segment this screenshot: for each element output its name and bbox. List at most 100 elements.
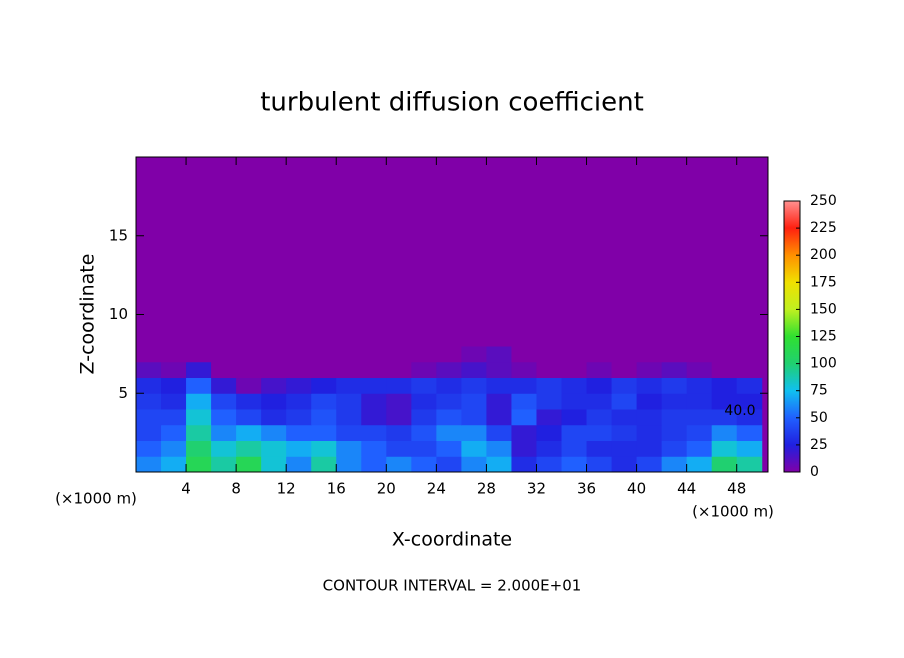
- heatmap-cell: [636, 409, 663, 426]
- heatmap-cell: [586, 361, 613, 378]
- heatmap-cell: [636, 346, 663, 363]
- heatmap-cell: [486, 409, 512, 426]
- y-tick-label: 15: [109, 226, 128, 244]
- heatmap-cell: [311, 377, 337, 394]
- heatmap-cell: [361, 377, 387, 394]
- colorbar-tick-label: 25: [810, 437, 828, 453]
- heatmap-cell: [186, 157, 212, 347]
- heatmap-cell: [461, 346, 487, 363]
- heatmap-cell: [186, 377, 212, 394]
- heatmap-cell: [636, 157, 663, 347]
- heatmap-cell: [361, 409, 387, 426]
- heatmap-cell: [261, 157, 287, 347]
- heatmap-cell: [586, 346, 613, 363]
- heatmap-cell: [436, 346, 462, 363]
- heatmap-cell: [436, 377, 462, 394]
- heatmap-cell: [411, 361, 437, 378]
- heatmap-cell: [661, 409, 688, 426]
- heatmap-cell: [136, 377, 162, 394]
- heatmap-cell: [336, 157, 362, 347]
- heatmap-cell: [486, 346, 512, 363]
- heatmap-cell: [336, 424, 362, 441]
- heatmap-cell: [261, 346, 287, 363]
- heatmap-cell: [186, 409, 212, 426]
- heatmap-cell: [511, 377, 537, 394]
- heatmap-cell: [311, 424, 337, 441]
- x-tick-label: 36: [577, 480, 596, 498]
- heatmap-cell: [711, 456, 738, 473]
- heatmap-cell: [711, 393, 738, 410]
- heatmap-cell: [461, 440, 487, 457]
- heatmap-cell: [536, 346, 563, 363]
- heatmap-cell: [311, 393, 337, 410]
- heatmap-cell: [436, 361, 462, 378]
- heatmap-cell: [586, 456, 613, 473]
- heatmap-cell: [211, 377, 237, 394]
- heatmap-cell: [261, 409, 287, 426]
- heatmap-cell: [386, 424, 412, 441]
- heatmap-cell: [261, 456, 287, 473]
- heatmap-cell: [161, 456, 187, 473]
- heatmap-cell: [561, 377, 588, 394]
- x-tick-label: 24: [427, 480, 446, 498]
- heatmap-cell: [286, 456, 312, 473]
- heatmap-cell: [161, 409, 187, 426]
- heatmap-cell: [511, 456, 537, 473]
- y-tick-label: 10: [109, 305, 128, 323]
- heatmap-cell: [336, 456, 362, 473]
- heatmap-cell: [711, 424, 738, 441]
- heatmap-cell: [736, 361, 763, 378]
- heatmap-cell: [561, 393, 588, 410]
- heatmap-cell: [361, 361, 387, 378]
- colorbar-tick-label: 125: [810, 329, 837, 345]
- heatmap-cell: [686, 377, 713, 394]
- heatmap-cell: [411, 409, 437, 426]
- heatmap-cell: [661, 346, 688, 363]
- heatmap-cell: [461, 393, 487, 410]
- heatmap-cell: [286, 440, 312, 457]
- heatmap-cell: [261, 361, 287, 378]
- heatmap-cell: [236, 440, 262, 457]
- heatmap-cell: [611, 361, 638, 378]
- heatmap-cell: [586, 393, 613, 410]
- heatmap-cell: [161, 157, 187, 347]
- heatmap-cell: [411, 424, 437, 441]
- footnote: CONTOUR INTERVAL = 2.000E+01: [323, 577, 582, 595]
- heatmap-cell: [511, 424, 537, 441]
- heatmap-cell: [411, 157, 437, 347]
- heatmap-cell: [186, 440, 212, 457]
- heatmap-cell: [711, 157, 738, 347]
- heatmap-cell: [736, 456, 763, 473]
- heatmap-cell: [411, 440, 437, 457]
- heatmap-cell: [236, 409, 262, 426]
- heatmap-cell: [711, 409, 738, 426]
- heatmap-cell: [511, 440, 537, 457]
- heatmap-cell: [561, 409, 588, 426]
- heatmap-cell: [486, 424, 512, 441]
- heatmap-cell: [436, 440, 462, 457]
- heatmap-cell: [511, 393, 537, 410]
- heatmap-cell: [636, 377, 663, 394]
- heatmap-cell: [536, 456, 563, 473]
- heatmap-cell: [436, 157, 462, 347]
- heatmap-cell: [736, 424, 763, 441]
- heatmap-cell: [536, 440, 563, 457]
- heatmap-cell: [686, 440, 713, 457]
- heatmap-cell: [561, 157, 588, 347]
- heatmap-cell: [486, 157, 512, 347]
- heatmap-cell: [611, 346, 638, 363]
- annotation: 40.0: [724, 403, 755, 419]
- heatmap-cell: [736, 377, 763, 394]
- heatmap-cell: [636, 456, 663, 473]
- heatmap-cell: [211, 157, 237, 347]
- heatmap-cell: [386, 377, 412, 394]
- heatmap-cell: [211, 456, 237, 473]
- x-tick-label: 28: [477, 480, 496, 498]
- heatmap-cell: [136, 346, 162, 363]
- heatmap-cell: [486, 456, 512, 473]
- heatmap-cell: [286, 424, 312, 441]
- x-unit-label: (×1000 m): [55, 490, 137, 508]
- heatmap-cell: [286, 409, 312, 426]
- heatmap-cell: [161, 346, 187, 363]
- heatmap-cell: [711, 440, 738, 457]
